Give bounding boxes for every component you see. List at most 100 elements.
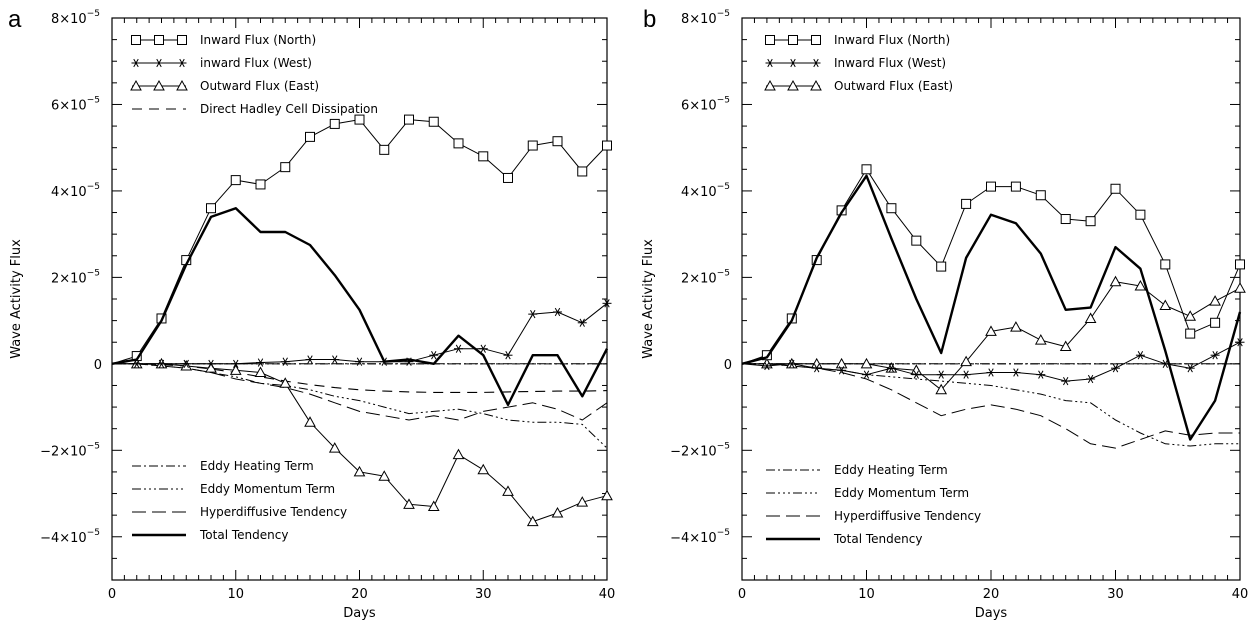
inward-west-point-star-stroke [233,359,239,368]
inward-north-point-square-marker [577,166,588,177]
inward-west-point-star-marker [1061,376,1071,386]
series-eddy-momentum [112,363,608,449]
legend-label: Total Tendency [199,528,288,542]
inward-north-point-square-marker [329,118,340,129]
inward-west-point-star-marker [1235,338,1245,347]
x-tick-label: 40 [599,587,616,602]
inward-north-point-square-marker [1235,259,1245,270]
outward-east-point-triangle-marker [935,383,948,395]
outward-east-point-triangle-marker [1010,321,1022,332]
inward-west-point-star-marker [787,359,797,368]
inward-west-point-star-stroke [1137,351,1144,360]
inward-north-point-square-marker [453,138,464,149]
inward-west-point-star-marker [132,359,142,368]
inward-west-point-star-stroke [431,351,437,360]
inward-west-point-star-marker [157,359,166,368]
outward-east-point-triangle-marker [205,362,217,373]
inward-west-point-star-marker [1086,374,1096,384]
series-hadley [112,363,608,393]
inward-west-point-star-stroke [356,357,363,366]
legend-square-marker [811,35,821,45]
legend-square-marker [154,35,164,45]
x-tick-label: 20 [983,587,1000,602]
series-outward-east [112,357,613,527]
legend-label: Eddy Momentum Term [200,482,335,496]
legend-label: Total Tendency [833,532,922,546]
x-tick-label: 30 [475,587,492,602]
x-axis-title: Days [343,606,376,621]
outward-east-point-triangle-marker [526,515,539,527]
inward-west-point-star-stroke [307,355,313,364]
inward-north-point-square-marker [527,140,538,151]
inward-west-point-star-stroke [913,370,919,379]
x-axis-title: Days [975,606,1008,621]
inward-west-point-star-marker [503,351,513,360]
inward-north-point-square-marker [886,203,897,214]
legend-label: Direct Hadley Cell Dissipation [200,102,378,116]
y-tick-label: −2×10−5 [670,441,730,459]
inward-west-point-star-stroke [282,357,288,366]
inward-north-point-square-marker [761,350,772,361]
legend-star-stroke [179,58,185,68]
x-tick-label: 10 [227,587,244,602]
y-tick-label: 0 [94,358,102,373]
legend-star-marker [177,58,187,68]
y-tick-label: −4×10−5 [40,528,100,546]
inward-west-point-star-stroke [480,344,486,353]
inward-west-point-star-marker [280,357,290,366]
outward-east-point-triangle-marker [835,357,848,369]
inward-west-point-star-stroke [1162,359,1168,368]
inward-west-point-star-marker [454,344,463,353]
inward-north-point-square-marker [478,151,489,162]
series-total [111,206,609,407]
legend-label: Outward Flux (East) [200,79,319,93]
inward-north-point-square-marker [379,144,390,155]
y-tick-label: 0 [724,358,732,373]
outward-east-point-triangle-marker [601,489,613,501]
legend-triangle-marker [153,79,165,91]
legend-triangle-marker [176,79,188,91]
outward-east-point-triangle-marker [229,364,242,375]
inward-west-point-star-stroke [789,359,795,368]
hyperdiffusive-line [742,363,1240,449]
y-tick-label: 6×10−5 [681,95,730,113]
inward-north-point-square-marker [1010,181,1021,192]
legend-triangle-marker [130,79,142,91]
legend-label: Inward Flux (North) [200,33,316,47]
series-inward-west [741,338,1245,386]
series-hyperdiffusive [112,363,608,421]
inward-north-point-square-marker [230,175,241,186]
outward-east-line [112,363,608,523]
y-axis-title: Wave Activity Flux [9,239,24,359]
outward-east-point-triangle-marker [304,416,316,427]
outward-east-point-triangle-marker [279,377,292,388]
legend-square-marker [788,35,798,45]
eddy-momentum-line [112,363,608,449]
legend-star-stroke [156,58,162,68]
inward-west-point-star-stroke [888,364,895,373]
outward-east-point-triangle-marker [1209,295,1221,306]
inward-west-point-star-marker [986,368,996,377]
inward-west-point-star-marker [1111,364,1120,373]
legend-label: Inward Flux (West) [834,56,946,70]
outward-east-point-triangle-marker [353,465,366,477]
inward-north-point-square-marker [354,114,365,125]
inward-north-point-square-marker [1135,209,1146,220]
inward-west-point-star-marker [553,307,562,317]
legend-label: Eddy Heating Term [200,459,314,473]
panel-a: a 0 10 20 30 40 −4×10−5 −2×10−5 0 2×10−5 4×10−5 6×1… [8,6,615,621]
inward-west-point-star-marker [911,370,921,379]
legend-star-marker [765,58,775,68]
legend-triangle-marker [787,79,799,91]
legend-star-stroke [790,58,796,68]
x-tick-label: 30 [1107,587,1124,602]
inward-west-point-star-stroke [814,364,820,373]
inward-west-point-star-stroke [1187,364,1193,373]
legend-square-marker [131,35,141,45]
inward-north-point-square-marker [1210,317,1221,328]
inward-west-point-star-stroke [1063,376,1069,386]
outward-east-point-triangle-marker [452,448,465,460]
inward-west-point-star-stroke [1087,374,1094,384]
inward-west-point-star-stroke [1038,370,1044,379]
inward-west-point-star-marker [1135,351,1145,360]
